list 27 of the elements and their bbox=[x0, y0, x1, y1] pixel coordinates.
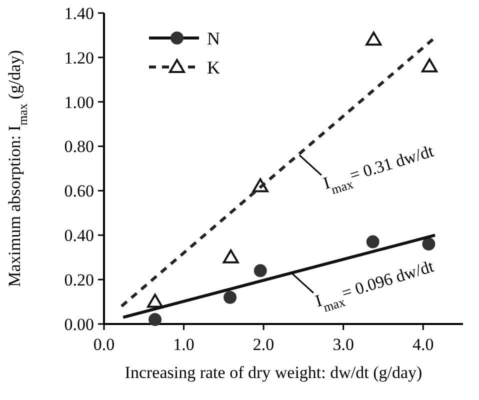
legend-label: K bbox=[207, 57, 220, 78]
y-tick-label: 1.00 bbox=[64, 92, 94, 112]
y-tick-label: 0.00 bbox=[64, 314, 94, 334]
x-tick-label: 3.0 bbox=[332, 335, 354, 354]
point bbox=[254, 264, 267, 278]
point bbox=[421, 58, 438, 72]
annotation: I$_{max}$= 0.096 dw/dt bbox=[313, 256, 436, 315]
point bbox=[148, 313, 162, 326]
point bbox=[147, 294, 164, 308]
x-tick-label: 0.0 bbox=[93, 335, 115, 354]
point bbox=[224, 290, 237, 304]
y-tick-label: 0.40 bbox=[64, 226, 94, 246]
legend-label: N bbox=[207, 28, 220, 48]
y-tick-label: 0.20 bbox=[64, 270, 94, 290]
point bbox=[222, 249, 239, 264]
y-tick-label: 0.60 bbox=[64, 182, 94, 201]
x-tick-label: 4.0 bbox=[412, 335, 434, 354]
x-tick-label: 1.0 bbox=[173, 335, 194, 354]
annotation: I$_{max}$= 0.31 dw/dt bbox=[321, 141, 436, 198]
y-tick-label: 1.20 bbox=[64, 48, 94, 68]
y-tick-label: 1.40 bbox=[64, 4, 94, 23]
point bbox=[422, 238, 436, 251]
x-tick-label: 2.0 bbox=[252, 335, 274, 354]
x-axis-title: Increasing rate of dry weight: dw/dt (g/day) bbox=[124, 363, 422, 382]
point bbox=[366, 32, 382, 46]
y-tick-label: 0.80 bbox=[64, 137, 94, 156]
point bbox=[366, 235, 380, 248]
